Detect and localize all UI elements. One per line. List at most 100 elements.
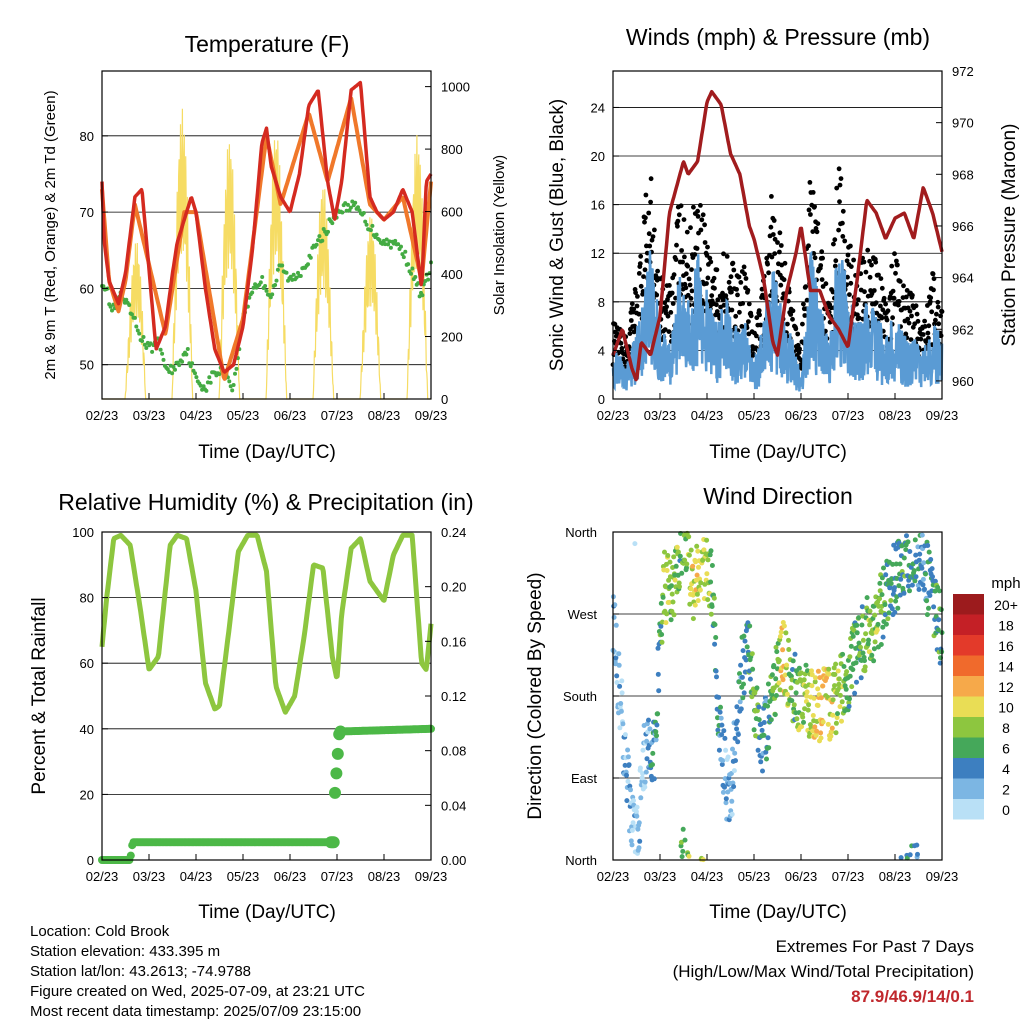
- direction-point: [882, 612, 888, 618]
- temperature-xtick-label: 02/23: [86, 408, 119, 423]
- gust-point: [800, 321, 805, 327]
- direction-point: [836, 676, 842, 682]
- direction-xtick-label: 03/23: [644, 869, 677, 884]
- direction-point: [815, 668, 821, 674]
- direction-point: [705, 557, 711, 563]
- gust-point: [797, 346, 802, 352]
- direction-point: [639, 775, 645, 781]
- colorbar-swatch: [953, 758, 984, 779]
- gust-point: [712, 285, 717, 291]
- direction-point: [794, 716, 800, 722]
- humidity-ytick-label: 60: [80, 656, 94, 671]
- direction-point: [668, 617, 674, 623]
- gust-point: [867, 274, 873, 280]
- direction-point: [862, 664, 868, 670]
- direction-point: [694, 543, 700, 549]
- extremes-title: Extremes For Past 7 Days: [775, 937, 974, 956]
- humidity-xtick-label: 04/23: [180, 869, 213, 884]
- dewpoint-point: [361, 211, 366, 215]
- direction-point: [919, 565, 925, 571]
- dewpoint-point: [356, 205, 360, 210]
- direction-point: [624, 772, 629, 778]
- gust-point: [688, 225, 693, 231]
- direction-xtick-label: 04/23: [691, 869, 724, 884]
- dewpoint-point: [363, 219, 368, 224]
- direction-point: [863, 631, 869, 637]
- gust-point: [757, 312, 762, 318]
- direction-point: [895, 605, 901, 611]
- gust-point: [807, 180, 813, 185]
- gust-point: [832, 263, 838, 269]
- gust-point: [890, 315, 895, 321]
- direction-point: [655, 645, 661, 651]
- direction-ytick-label: North: [565, 853, 597, 868]
- direction-point: [618, 708, 624, 714]
- direction-point: [715, 727, 721, 733]
- direction-point: [694, 572, 700, 578]
- direction-point: [901, 555, 907, 561]
- direction-point: [677, 553, 683, 559]
- gust-point: [788, 312, 794, 317]
- gust-point: [785, 321, 790, 327]
- gust-point: [908, 337, 914, 342]
- direction-point: [905, 583, 911, 589]
- direction-point: [719, 762, 725, 767]
- dewpoint-point: [413, 275, 418, 279]
- dewpoint-point: [308, 255, 313, 260]
- colorbar-swatch: [953, 778, 984, 799]
- gust-point: [641, 274, 646, 279]
- gust-point: [689, 288, 695, 294]
- gust-point: [845, 252, 851, 258]
- winds-ylabel-right: Station Pressure (Maroon): [999, 124, 1020, 347]
- gust-point: [810, 190, 816, 195]
- sonic-wind-line: [611, 250, 944, 392]
- winds-xtick-label: 07/23: [832, 408, 865, 423]
- gust-point: [721, 251, 726, 257]
- direction-point: [617, 725, 623, 731]
- gust-point: [664, 304, 669, 310]
- direction-point: [853, 660, 859, 666]
- gust-point: [646, 210, 652, 216]
- dewpoint-point: [260, 275, 265, 279]
- pressure-ytick-label: 962: [952, 322, 974, 337]
- direction-point: [830, 697, 836, 703]
- gust-point: [652, 227, 657, 233]
- gust-point: [935, 299, 941, 305]
- colorbar-swatch: [953, 799, 984, 820]
- direction-point: [763, 749, 769, 755]
- direction-point: [815, 686, 821, 692]
- gust-point: [878, 276, 884, 281]
- dewpoint-point: [401, 255, 406, 260]
- direction-point: [810, 728, 816, 734]
- direction-point: [656, 688, 662, 694]
- direction-point: [630, 820, 636, 826]
- direction-point: [625, 754, 631, 760]
- insolation-ytick-label: 400: [441, 267, 463, 282]
- direction-point: [885, 616, 891, 622]
- gust-point: [644, 250, 650, 256]
- gust-point: [666, 329, 672, 334]
- direction-point: [716, 747, 722, 753]
- gust-point: [704, 281, 709, 286]
- dewpoint-point: [314, 242, 319, 247]
- direction-point: [732, 735, 738, 741]
- gust-point: [840, 208, 846, 214]
- gust-point: [936, 321, 942, 327]
- extremes-values: 87.9/46.9/14/0.1: [851, 987, 974, 1006]
- gust-point: [892, 251, 897, 257]
- direction-point: [904, 855, 910, 861]
- precipitation-point: [126, 851, 135, 860]
- direction-point: [912, 578, 918, 584]
- direction-point: [777, 634, 783, 639]
- gust-point: [735, 292, 740, 298]
- gust-point: [867, 258, 872, 264]
- direction-point: [690, 616, 696, 622]
- direction-point: [625, 747, 631, 753]
- direction-point: [847, 696, 852, 702]
- gust-point: [746, 301, 752, 307]
- winds-xtick-label: 05/23: [738, 408, 771, 423]
- direction-point: [820, 719, 826, 725]
- direction-point: [843, 686, 849, 692]
- direction-point: [828, 733, 834, 739]
- direction-point: [837, 704, 843, 710]
